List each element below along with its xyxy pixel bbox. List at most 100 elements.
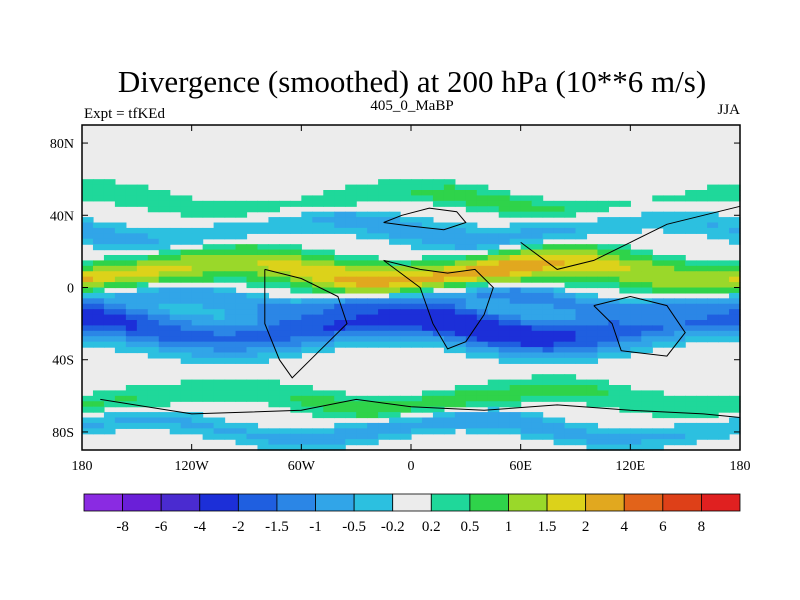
field-cell — [465, 282, 478, 289]
field-cell — [454, 265, 467, 272]
field-cell — [696, 336, 708, 343]
field-cell — [707, 433, 719, 440]
field-cell — [729, 227, 741, 234]
field-cell — [476, 303, 489, 310]
field-cell — [608, 227, 620, 234]
field-cell — [432, 428, 445, 435]
field-cell — [531, 271, 544, 278]
field-cell — [454, 190, 467, 197]
field-cell — [312, 282, 324, 289]
field-cell — [213, 298, 226, 305]
field-cell — [323, 439, 335, 446]
field-cell — [498, 357, 511, 364]
field-cell — [389, 309, 401, 316]
field-cell — [586, 298, 599, 305]
field-cell — [465, 303, 478, 310]
field-cell — [224, 385, 237, 392]
field-cell — [696, 287, 708, 294]
field-cell — [520, 320, 533, 327]
field-cell — [498, 255, 511, 262]
field-cell — [279, 347, 291, 354]
field-cell — [443, 265, 456, 272]
field-cell — [630, 298, 642, 305]
field-cell — [312, 325, 324, 332]
field-cell — [202, 298, 215, 305]
field-cell — [586, 330, 599, 337]
field-cell — [279, 325, 291, 332]
field-cell — [696, 433, 708, 440]
field-cell — [213, 227, 226, 234]
field-cell — [476, 206, 489, 213]
field-cell — [575, 292, 588, 299]
field-cell — [202, 276, 215, 283]
field-cell — [312, 439, 324, 446]
field-cell — [367, 401, 379, 408]
field-cell — [191, 320, 204, 327]
field-cell — [432, 271, 445, 278]
field-cell — [487, 336, 500, 343]
field-cell — [103, 260, 116, 267]
field-cell — [531, 428, 544, 435]
field-cell — [356, 190, 368, 197]
colorbar-swatch — [469, 493, 509, 512]
field-cell — [707, 303, 719, 310]
field-cell — [180, 206, 193, 213]
field-cell — [608, 341, 620, 348]
field-cell — [180, 233, 193, 240]
field-cell — [103, 195, 116, 202]
field-cell — [82, 303, 94, 310]
field-cell — [509, 412, 522, 419]
field-cell — [718, 422, 730, 429]
field-cell — [432, 222, 445, 229]
field-cell — [597, 341, 609, 348]
field-cell — [92, 298, 105, 305]
field-cell — [586, 336, 599, 343]
field-cell — [476, 417, 489, 424]
field-cell — [246, 352, 259, 359]
field-cell — [114, 395, 127, 402]
field-cell — [421, 260, 434, 267]
field-cell — [553, 271, 566, 278]
chart-title: Divergence (smoothed) at 200 hPa (10**6 … — [118, 64, 706, 99]
field-cell — [114, 401, 127, 408]
field-cell — [400, 309, 412, 316]
field-cell — [630, 314, 642, 321]
field-cell — [323, 271, 335, 278]
field-cell — [103, 422, 116, 429]
field-cell — [542, 255, 555, 262]
field-cell — [498, 320, 511, 327]
field-cell — [92, 314, 105, 321]
field-cell — [553, 314, 566, 321]
field-cell — [630, 325, 642, 332]
field-cell — [312, 347, 324, 354]
field-cell — [663, 271, 675, 278]
field-cell — [553, 255, 566, 262]
field-cell — [290, 330, 302, 337]
field-cell — [531, 341, 544, 348]
field-cell — [421, 422, 434, 429]
field-cell — [487, 347, 500, 354]
colorbar-label: 1.5 — [538, 519, 557, 535]
field-cell — [268, 200, 280, 207]
field-cell — [509, 303, 522, 310]
field-cell — [334, 390, 346, 397]
field-cell — [213, 320, 226, 327]
colorbar-swatch — [392, 493, 432, 512]
field-cell — [520, 336, 533, 343]
field-cell — [729, 184, 741, 191]
field-cell — [542, 395, 555, 402]
field-cell — [114, 255, 127, 262]
field-cell — [487, 292, 500, 299]
field-cell — [169, 309, 182, 316]
field-cell — [652, 406, 664, 413]
field-cell — [301, 325, 313, 332]
field-cell — [334, 330, 346, 337]
field-cell — [542, 200, 555, 207]
field-cell — [520, 200, 533, 207]
field-cell — [454, 271, 467, 278]
field-cell — [465, 292, 478, 299]
field-cell — [213, 244, 226, 251]
colorbar-swatch — [237, 493, 278, 512]
field-cell — [597, 433, 609, 440]
